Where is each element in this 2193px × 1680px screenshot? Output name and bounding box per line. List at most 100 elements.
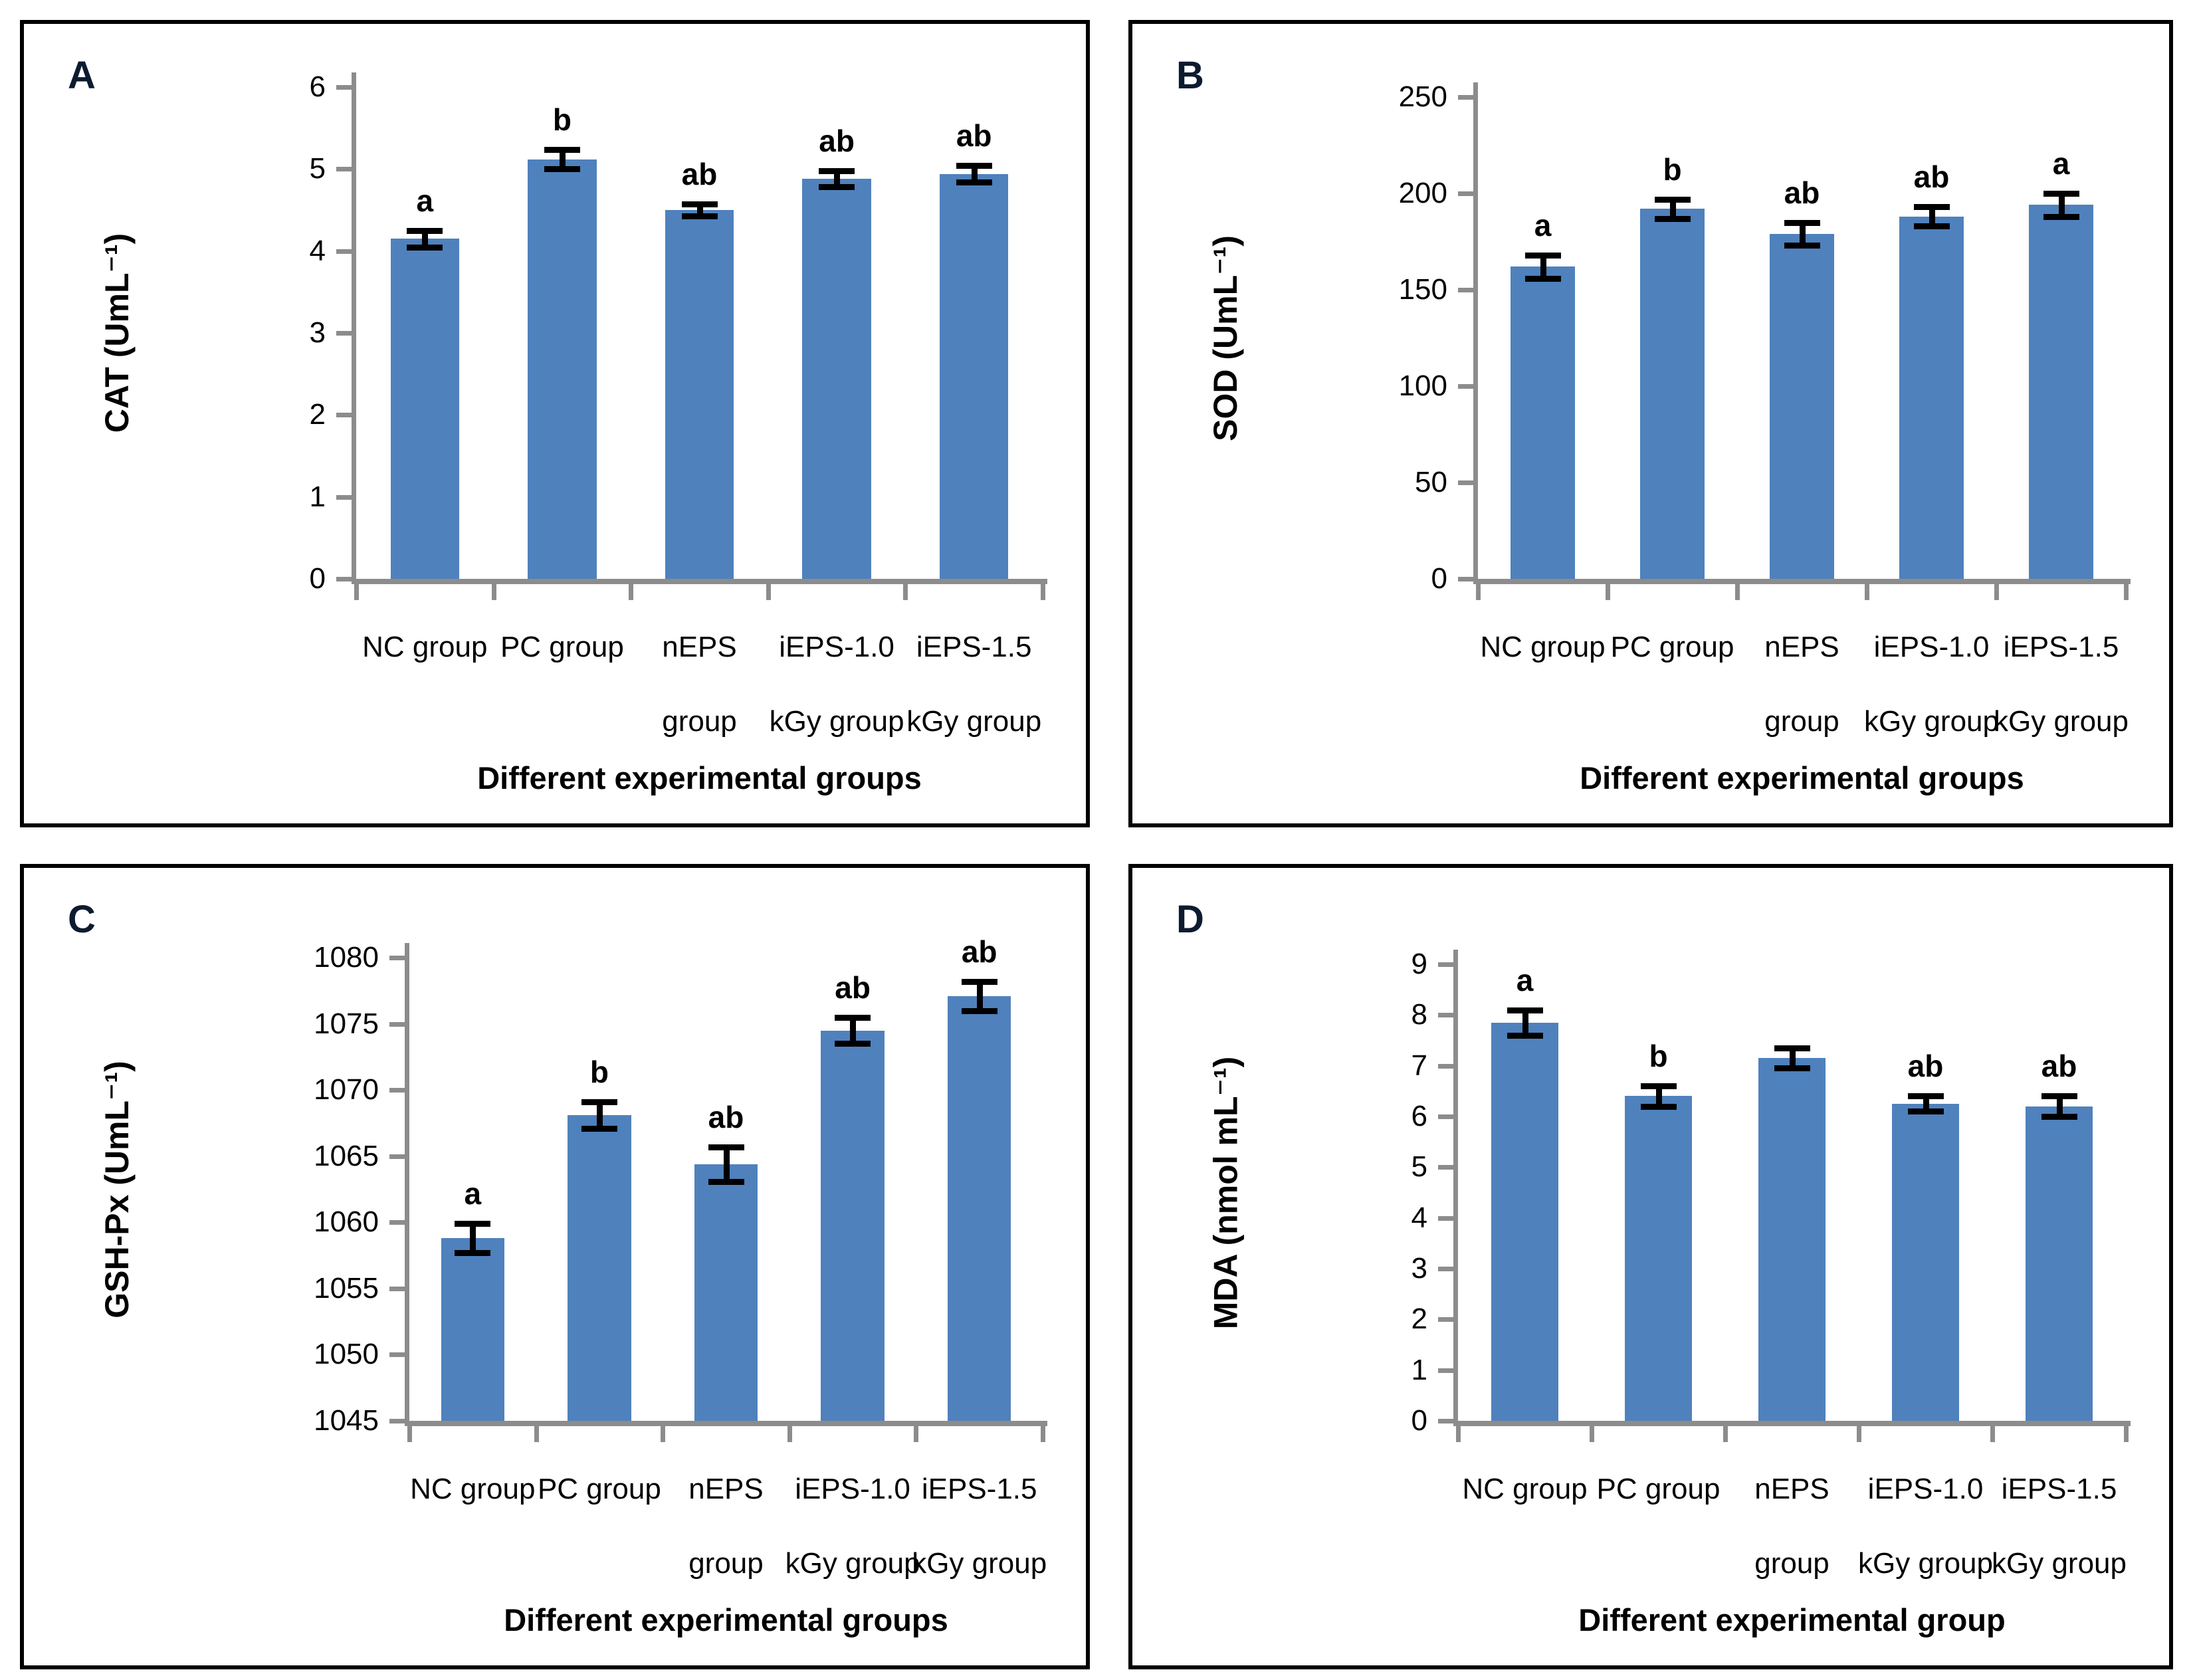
error-bar-cap-top xyxy=(1774,1045,1810,1051)
y-tick-mark xyxy=(1458,288,1474,292)
x-tick-mark xyxy=(1041,584,1045,600)
category-label-line: kGy group xyxy=(1992,1547,2127,1580)
category-label-line: iEPS-1.0 xyxy=(795,1473,910,1505)
y-tick-label: 1 xyxy=(309,480,326,513)
category-label-line: group xyxy=(662,705,737,738)
plot-area-d: 0 1 2 3 4 5 6 7 8 9 a NC group b PC group nEPS group ab i… xyxy=(1132,868,2169,1665)
x-tick-mark xyxy=(914,1426,919,1442)
y-tick-label: 200 xyxy=(1398,177,1447,209)
category-label: NC group xyxy=(1442,1473,1608,1506)
error-bar-cap-bottom xyxy=(581,1125,617,1132)
y-tick-label: 0 xyxy=(1411,1404,1427,1437)
error-bar-cap-bottom xyxy=(544,166,580,173)
error-bar-cap-top xyxy=(708,1144,744,1150)
error-bar xyxy=(2058,193,2065,217)
significance-letter: ab xyxy=(1784,175,1820,210)
significance-letter: a xyxy=(1516,962,1534,998)
y-tick-label: 50 xyxy=(1415,466,1447,498)
bar-ieps-1-5-kgy-group xyxy=(948,996,1011,1421)
y-tick-mark xyxy=(1458,577,1474,581)
error-bar-cap-bottom xyxy=(407,244,443,251)
x-tick-mark xyxy=(1476,584,1481,600)
x-axis-line xyxy=(352,579,1047,584)
error-bar-cap-bottom xyxy=(956,179,992,186)
category-label: iEPS-1.5 kGy group xyxy=(901,1473,1058,1580)
y-tick-mark xyxy=(1458,191,1474,196)
category-label: iEPS-1.5 kGy group xyxy=(1981,631,2142,738)
x-tick-mark xyxy=(787,1426,792,1442)
error-bar-cap-bottom xyxy=(819,184,855,191)
category-label-line: NC group xyxy=(1462,1473,1588,1505)
category-label: NC group xyxy=(394,1473,551,1506)
bar-pc-group xyxy=(1625,1096,1692,1421)
error-bar-cap-bottom xyxy=(455,1250,491,1257)
error-bar-cap-top xyxy=(455,1221,491,1227)
error-bar-cap-top xyxy=(2041,1093,2077,1100)
x-tick-mark xyxy=(1865,584,1869,600)
error-bar xyxy=(596,1102,603,1128)
significance-letter: a xyxy=(2052,146,2070,181)
category-label: nEPS group xyxy=(647,1473,804,1580)
y-axis-line xyxy=(405,943,409,1421)
y-tick-mark xyxy=(1438,1114,1454,1119)
error-bar-cap-bottom xyxy=(1784,243,1820,249)
y-tick-mark xyxy=(1438,1419,1454,1423)
y-tick-label: 1060 xyxy=(314,1206,379,1239)
category-label-line: kGy group xyxy=(912,1547,1047,1580)
error-bar-cap-bottom xyxy=(708,1178,744,1185)
category-label: PC group xyxy=(1592,631,1753,664)
category-label-line: iEPS-1.5 xyxy=(921,1473,1037,1505)
y-tick-label: 5 xyxy=(1411,1150,1427,1184)
significance-letter: a xyxy=(416,183,434,218)
y-tick-mark xyxy=(336,331,352,336)
category-label-line: iEPS-1.5 xyxy=(2003,631,2119,663)
category-label-line: nEPS xyxy=(688,1473,764,1505)
error-bar-cap-top xyxy=(1507,1007,1543,1013)
error-bar-cap-bottom xyxy=(1913,223,1950,230)
x-axis-line xyxy=(405,1421,1047,1426)
category-label: nEPS group xyxy=(1722,631,1883,738)
bar-neps-group xyxy=(665,210,734,579)
y-axis-line xyxy=(1473,82,1478,579)
error-bar xyxy=(850,1017,857,1044)
y-tick-label: 1065 xyxy=(314,1139,379,1172)
x-tick-mark xyxy=(1723,1426,1728,1442)
significance-letter: ab xyxy=(1907,1049,1944,1084)
y-tick-label: 5 xyxy=(309,152,326,185)
bar-pc-group xyxy=(568,1114,631,1421)
error-bar-cap-top xyxy=(581,1099,617,1106)
error-bar-cap-top xyxy=(407,227,443,234)
significance-letter: b xyxy=(1649,1039,1668,1074)
panel-label-b: B xyxy=(1176,54,1204,97)
y-tick-label: 150 xyxy=(1398,273,1447,306)
y-tick-label: 4 xyxy=(309,234,326,267)
error-bar-cap-bottom xyxy=(1507,1032,1543,1039)
y-tick-mark xyxy=(1438,962,1454,967)
y-tick-label: 8 xyxy=(1411,998,1427,1031)
error-bar xyxy=(1669,199,1676,219)
y-tick-mark xyxy=(1438,1013,1454,1018)
significance-letter: ab xyxy=(956,118,992,154)
panel-a: A CAT (UmL⁻¹) Different experimental gro… xyxy=(20,20,1090,827)
error-bar-cap-top xyxy=(544,146,580,153)
category-label: iEPS-1.0 kGy group xyxy=(1851,631,2012,738)
error-bar-cap-bottom xyxy=(1640,1103,1677,1110)
y-tick-mark xyxy=(389,1021,405,1027)
plot-area-b: 0 50 100 150 200 250 a NC group b PC group ab nEPS g… xyxy=(1132,24,2169,823)
y-tick-label: 0 xyxy=(309,562,326,595)
bar-ieps-1-0-kgy-group xyxy=(821,1030,885,1421)
y-tick-mark xyxy=(1438,1317,1454,1322)
significance-letter: ab xyxy=(1913,159,1950,195)
x-tick-mark xyxy=(661,1426,666,1442)
significance-letter: b xyxy=(552,102,572,137)
x-tick-mark xyxy=(1606,584,1610,600)
category-label-line: NC group xyxy=(1480,631,1606,663)
y-tick-label: 3 xyxy=(309,316,326,349)
panel-label-a: A xyxy=(68,54,96,97)
y-tick-mark xyxy=(1458,384,1474,389)
x-axis-title-b: Different experimental groups xyxy=(1580,760,2024,795)
y-tick-label: 6 xyxy=(309,70,326,103)
error-bar-cap-bottom xyxy=(681,213,718,219)
y-tick-label: 100 xyxy=(1398,369,1447,402)
x-axis-line xyxy=(1453,1421,2131,1426)
